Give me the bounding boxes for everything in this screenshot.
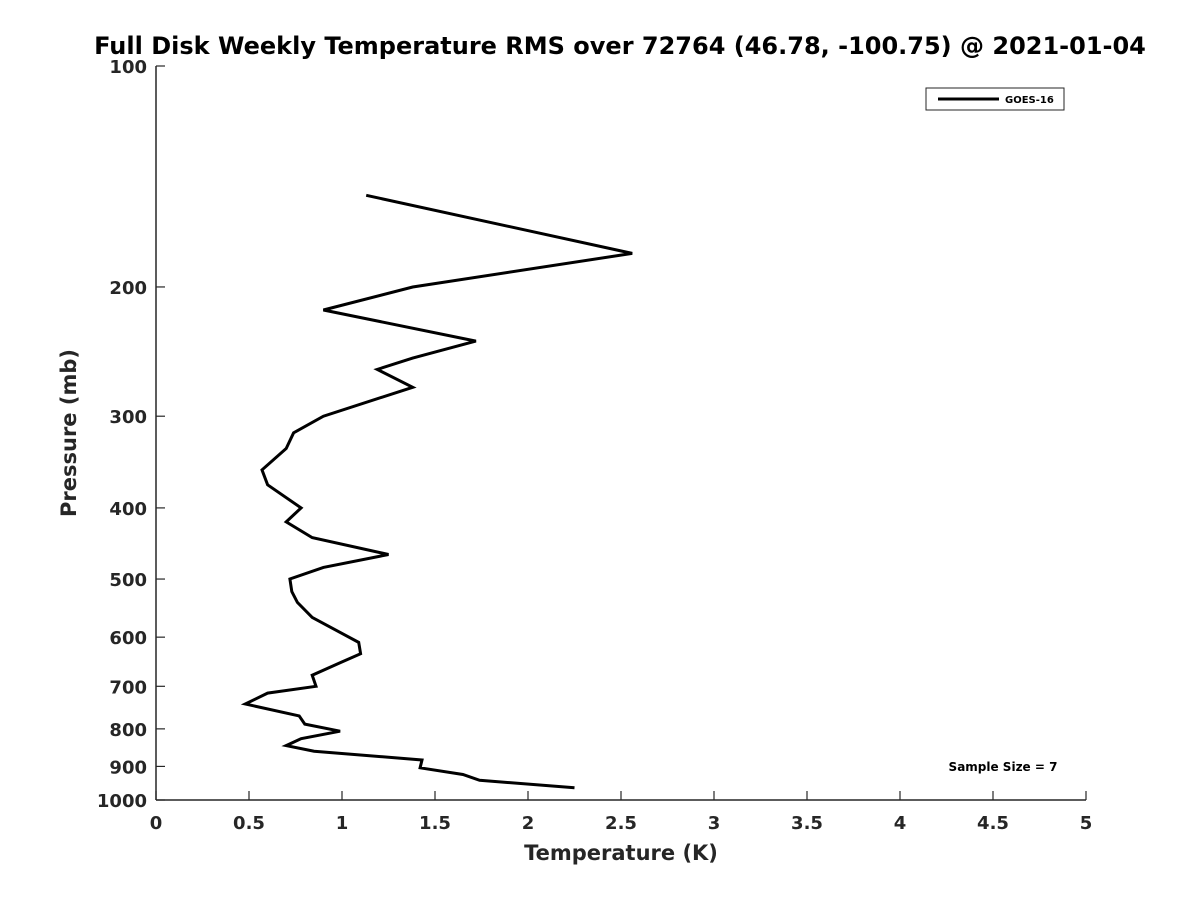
x-tick-label: 1.5	[419, 813, 451, 834]
series-line	[240, 193, 633, 790]
x-tick-label: 4.5	[977, 813, 1009, 834]
x-tick-label: 0	[150, 813, 163, 834]
y-tick-label: 100	[109, 57, 147, 78]
x-tick-label: 3	[708, 813, 721, 834]
x-tick-label: 2.5	[605, 813, 637, 834]
y-axis-label: Pressure (mb)	[57, 349, 81, 517]
chart-title: Full Disk Weekly Temperature RMS over 72…	[94, 32, 1146, 60]
y-tick-label: 500	[109, 570, 147, 591]
x-tick-label: 0.5	[233, 813, 265, 834]
y-tick-label: 300	[109, 407, 147, 428]
x-tick-label: 4	[894, 813, 907, 834]
y-ticks: 100 200 300 400 500 600 700 800 900 1000	[97, 57, 165, 812]
y-tick-label: 700	[109, 677, 147, 698]
y-tick-label: 200	[109, 278, 147, 299]
sample-size-annotation: Sample Size = 7	[949, 760, 1058, 774]
x-ticks: 0 0.5 1 1.5 2 2.5 3 3.5 4 4.5 5	[150, 791, 1093, 834]
legend-label: GOES-16	[1005, 95, 1054, 106]
y-tick-label: 1000	[97, 791, 147, 812]
x-tick-label: 1	[336, 813, 349, 834]
legend: GOES-16	[925, 87, 1065, 111]
y-tick-label: 900	[109, 757, 147, 778]
series-group	[240, 193, 633, 790]
x-tick-label: 5	[1080, 813, 1093, 834]
y-tick-label: 800	[109, 720, 147, 741]
y-tick-label: 600	[109, 628, 147, 649]
x-tick-label: 2	[522, 813, 535, 834]
x-tick-label: 3.5	[791, 813, 823, 834]
x-axis-label: Temperature (K)	[524, 841, 718, 865]
y-tick-label: 400	[109, 499, 147, 520]
